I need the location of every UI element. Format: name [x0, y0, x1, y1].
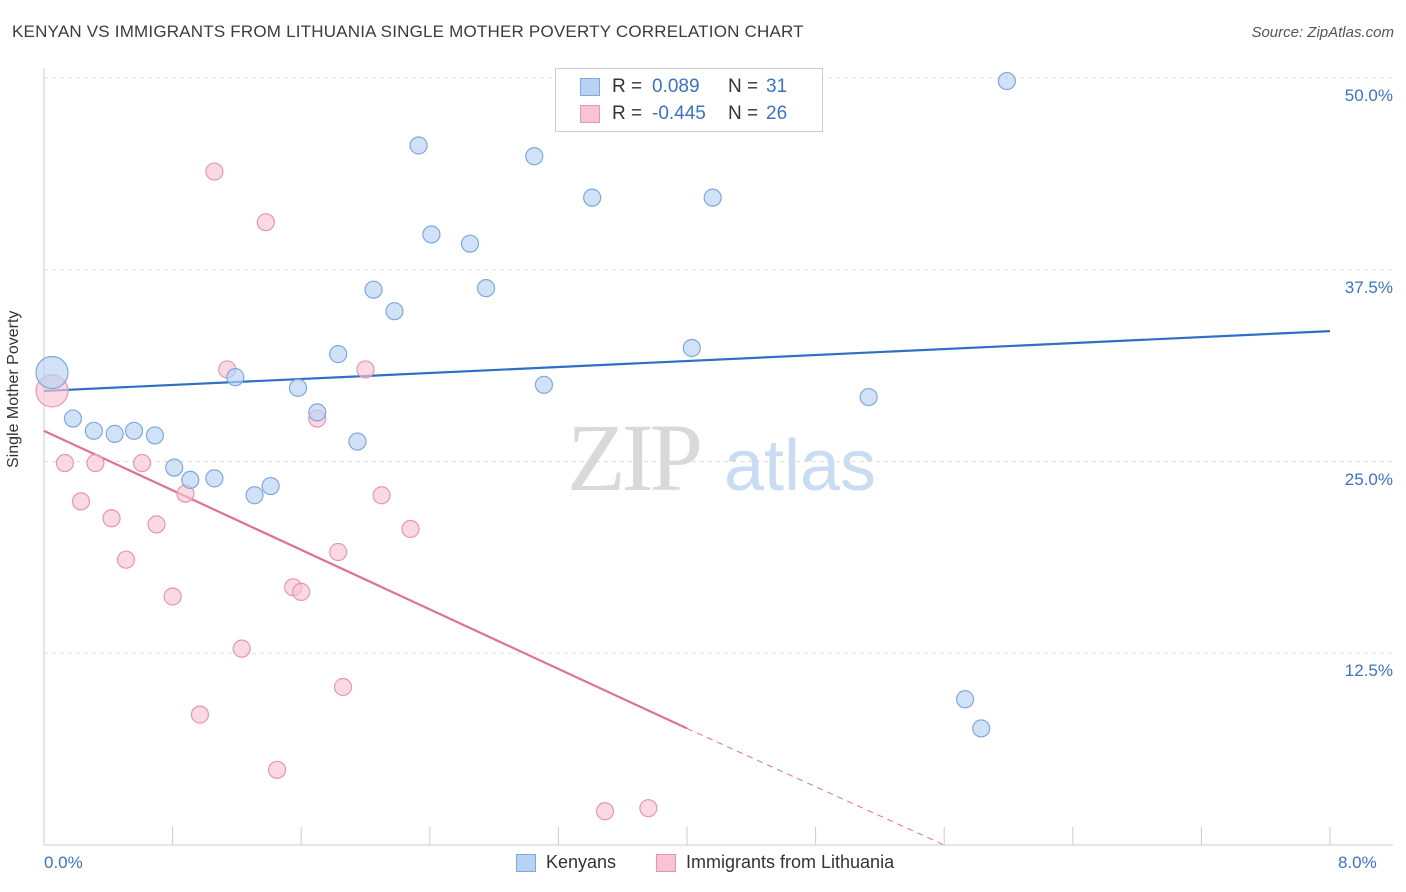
point-kenyans — [205, 469, 224, 488]
trend-line-kenyans — [43, 330, 1331, 393]
point-kenyans — [145, 426, 165, 445]
legend-r-label: R = — [612, 76, 643, 97]
chart-title: KENYAN VS IMMIGRANTS FROM LITHUANIA SING… — [12, 22, 804, 41]
point-lithuania — [71, 492, 91, 511]
point-lithuania — [190, 705, 210, 724]
point-kenyans — [682, 338, 701, 358]
point-lithuania — [372, 486, 391, 505]
point-kenyans — [348, 432, 367, 451]
y-tick-label: 12.5% — [1344, 661, 1393, 681]
y-tick-label: 50.0% — [1344, 86, 1393, 105]
point-kenyans — [997, 71, 1016, 91]
x-tick-label-max: 8.0% — [1338, 853, 1377, 872]
point-kenyans — [476, 279, 496, 298]
legend: R = 0.089 N = 31 R = -0.445 N = 26 — [555, 68, 823, 132]
point-kenyans — [525, 147, 544, 166]
point-kenyans — [35, 355, 69, 390]
source-label: Source: ZipAtlas.com — [1251, 24, 1394, 41]
point-kenyans — [308, 403, 327, 422]
watermark: ZIP atlas — [567, 404, 876, 511]
point-lithuania — [401, 519, 420, 539]
point-kenyans — [245, 486, 264, 505]
trend-lines — [43, 330, 1331, 846]
point-kenyans — [972, 719, 991, 738]
point-kenyans — [165, 458, 184, 477]
point-kenyans — [63, 409, 83, 428]
point-lithuania — [132, 453, 152, 473]
point-lithuania — [86, 453, 105, 473]
point-kenyans — [409, 136, 428, 155]
point-kenyans — [226, 368, 245, 387]
bottom-legend-lithuania: Immigrants from Lithuania — [656, 852, 894, 873]
legend-n-label: N = — [728, 103, 759, 124]
point-lithuania — [639, 799, 658, 818]
trend-line-lithuania — [43, 429, 688, 730]
point-kenyans — [385, 302, 404, 321]
bottom-legend-kenyans: Kenyans — [516, 852, 616, 873]
y-axis-label: Single Mother Poverty — [5, 310, 22, 468]
y-tick-label: 37.5% — [1344, 277, 1393, 297]
bottom-legend-label: Immigrants from Lithuania — [686, 852, 895, 872]
point-kenyans — [261, 476, 280, 496]
point-lithuania — [329, 542, 348, 562]
point-kenyans — [329, 345, 348, 364]
point-kenyans — [460, 234, 480, 253]
x-tick-label-min: 0.0% — [44, 853, 83, 872]
point-kenyans — [105, 424, 124, 443]
point-kenyans — [859, 387, 878, 407]
watermark-atlas: atlas — [724, 426, 876, 506]
point-kenyans — [422, 225, 441, 244]
point-kenyans — [703, 188, 722, 207]
point-kenyans — [955, 690, 975, 709]
point-kenyans — [124, 421, 144, 440]
point-lithuania — [102, 509, 121, 528]
point-kenyans — [84, 421, 103, 440]
point-lithuania — [232, 639, 251, 658]
legend-n-label: N = — [728, 76, 759, 97]
point-kenyans — [583, 188, 602, 207]
legend-n-value: 31 — [766, 76, 788, 97]
point-lithuania — [267, 760, 287, 779]
point-lithuania — [292, 582, 311, 601]
legend-swatch-pink — [580, 105, 600, 123]
legend-n-value: 26 — [766, 103, 788, 124]
bottom-legend-swatch-pink — [656, 853, 676, 872]
grid-lines — [44, 77, 1393, 654]
bottom-legend-label: Kenyans — [546, 852, 617, 872]
legend-swatch-blue — [580, 78, 600, 96]
axes — [43, 68, 1393, 846]
point-lithuania — [256, 213, 275, 232]
data-points — [35, 71, 1016, 821]
point-lithuania — [147, 515, 166, 534]
point-lithuania — [205, 162, 224, 181]
point-lithuania — [333, 677, 353, 697]
legend-r-label: R = — [612, 103, 643, 124]
legend-row-lithuania: R = -0.445 N = 26 — [580, 102, 787, 126]
point-kenyans — [534, 375, 554, 394]
legend-r-value: 0.089 — [652, 76, 700, 97]
point-lithuania — [163, 587, 182, 606]
bottom-legend-swatch-blue — [516, 853, 536, 872]
y-tick-label: 25.0% — [1344, 469, 1393, 489]
point-lithuania — [356, 360, 375, 379]
point-lithuania — [116, 550, 136, 569]
point-lithuania — [595, 802, 615, 821]
point-kenyans — [181, 470, 200, 490]
point-lithuania — [55, 453, 74, 473]
legend-r-value: -0.445 — [652, 103, 706, 124]
watermark-zip: ZIP — [567, 404, 700, 511]
legend-row-kenyans: R = 0.089 N = 31 — [580, 75, 787, 99]
point-kenyans — [364, 280, 383, 299]
trend-line-lithuania-extension — [686, 727, 945, 846]
point-kenyans — [288, 378, 308, 397]
